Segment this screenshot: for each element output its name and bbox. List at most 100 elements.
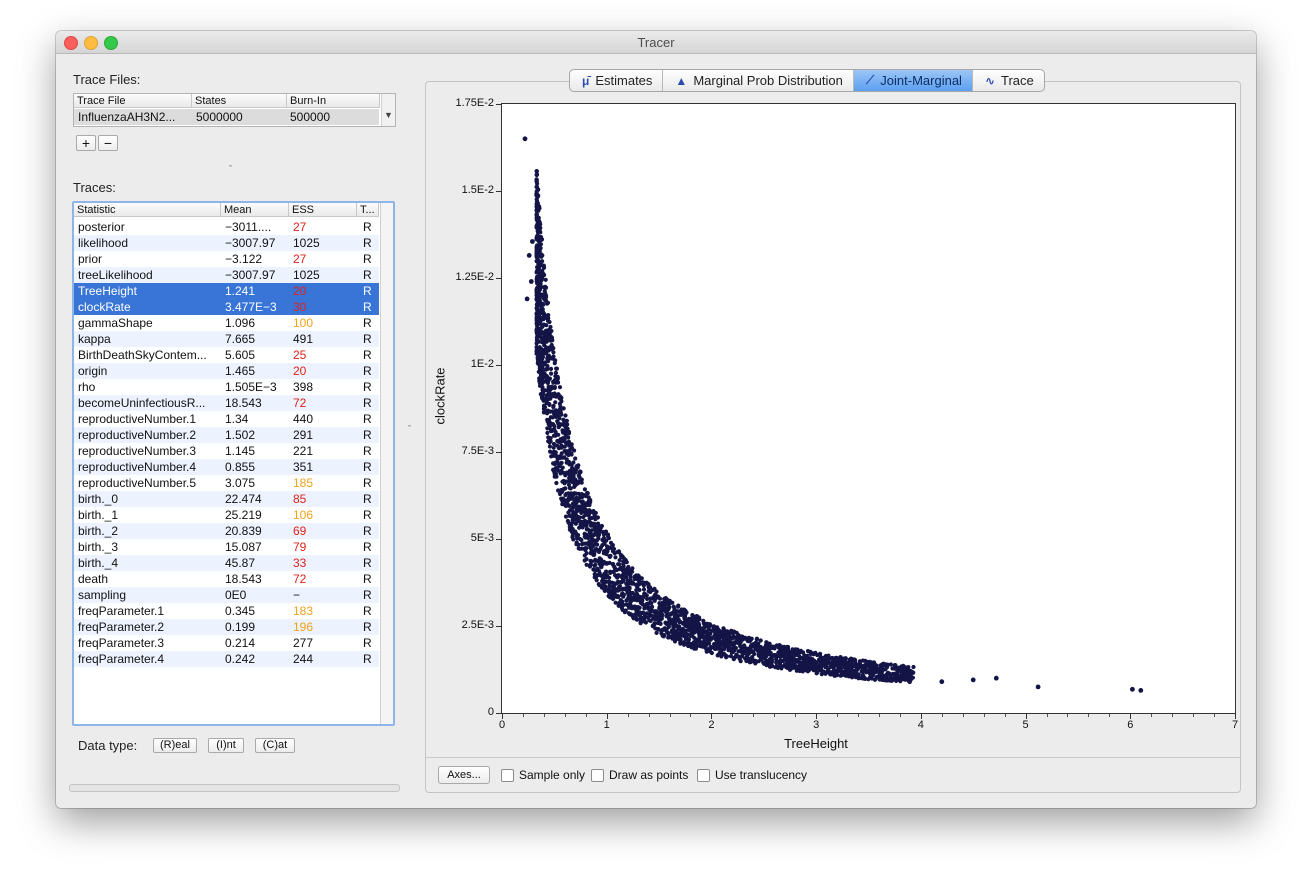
traces-scrollbar[interactable]	[380, 203, 393, 724]
scroll-down-arrow-icon[interactable]: ▼	[384, 110, 393, 120]
trace-row[interactable]: kappa 7.665 491 R	[74, 331, 379, 347]
data-point	[665, 607, 670, 612]
data-point	[585, 490, 590, 496]
trace-row[interactable]: reproductiveNumber.3 1.145 221 R	[74, 443, 379, 459]
int-type-button[interactable]: (I)nt	[208, 738, 244, 753]
trace-ess: 72	[293, 572, 307, 586]
trace-file-burnin[interactable]: 500000	[290, 110, 331, 124]
trace-row[interactable]: sampling 0E0 − R	[74, 587, 379, 603]
trace-row[interactable]: birth._0 22.474 85 R	[74, 491, 379, 507]
data-point	[589, 549, 594, 555]
data-point	[783, 662, 788, 667]
data-point	[540, 330, 545, 335]
trace-statistic: clockRate	[78, 300, 131, 314]
trace-row[interactable]: treeLikelihood −3007.97 1025 R	[74, 267, 379, 283]
trace-row[interactable]: becomeUninfectiousR... 18.543 72 R	[74, 395, 379, 411]
trace-row[interactable]: origin 1.465 20 R	[74, 363, 379, 379]
data-point	[545, 419, 550, 424]
data-point	[1035, 684, 1041, 690]
data-point	[573, 491, 579, 496]
data-point	[588, 520, 593, 525]
trace-files-scrollbar[interactable]: ▼	[381, 94, 395, 126]
data-point	[582, 487, 587, 492]
data-point	[578, 504, 583, 509]
trace-ess: 27	[293, 220, 307, 234]
data-point	[636, 605, 641, 610]
data-point	[610, 543, 615, 548]
trace-row[interactable]: reproductiveNumber.1 1.34 440 R	[74, 411, 379, 427]
trace-mean: 1.145	[225, 444, 256, 458]
sample-only-checkbox[interactable]: Sample only	[501, 768, 585, 782]
data-point	[662, 603, 667, 608]
data-point	[564, 451, 569, 456]
trace-row[interactable]: gammaShape 1.096 100 R	[74, 315, 379, 331]
x-tick-mark	[816, 714, 818, 719]
trace-row[interactable]: birth._2 20.839 69 R	[74, 523, 379, 539]
minimize-window-button[interactable]	[84, 36, 98, 50]
zoom-window-button[interactable]	[104, 36, 118, 50]
data-point	[554, 366, 559, 371]
splitter-collapse-icon[interactable]: ˆ	[229, 164, 232, 174]
trace-row[interactable]: TreeHeight 1.241 20 R	[74, 283, 379, 299]
tab-trace[interactable]: ∿ Trace	[973, 70, 1044, 91]
trace-type: R	[363, 252, 372, 266]
trace-row[interactable]: freqParameter.3 0.214 277 R	[74, 635, 379, 651]
horizontal-scrollbar[interactable]	[69, 784, 400, 792]
draw-as-points-checkbox[interactable]: Draw as points	[591, 768, 688, 782]
data-point	[637, 587, 642, 593]
use-translucency-box[interactable]	[697, 768, 710, 782]
data-point	[737, 637, 742, 642]
trace-row[interactable]: reproductiveNumber.5 3.075 185 R	[74, 475, 379, 491]
tab-estimates[interactable]: μ̄ Estimates	[570, 70, 664, 91]
data-point	[820, 660, 825, 665]
trace-row[interactable]: birth._4 45.87 33 R	[74, 555, 379, 571]
splitter-handle-icon[interactable]: ˆ	[408, 424, 411, 434]
data-point	[534, 279, 539, 284]
trace-mean: −3.122	[225, 252, 263, 266]
data-point	[892, 663, 897, 668]
trace-row[interactable]: prior −3.122 27 R	[74, 251, 379, 267]
trace-row[interactable]: rho 1.505E−3 398 R	[74, 379, 379, 395]
column-header-burn-in[interactable]: Burn-In	[287, 94, 380, 108]
data-point	[715, 636, 720, 642]
trace-mean: 1.096	[225, 316, 256, 330]
tab-joint-marginal[interactable]: ⟋ Joint-Marginal	[853, 70, 973, 91]
column-header-trace-file[interactable]: Trace File	[74, 94, 192, 108]
column-header-ess[interactable]: ESS	[289, 203, 357, 217]
remove-trace-file-button[interactable]: −	[98, 135, 118, 151]
trace-row[interactable]: birth._1 25.219 106 R	[74, 507, 379, 523]
data-point	[644, 611, 649, 616]
use-translucency-checkbox[interactable]: Use translucency	[697, 768, 807, 782]
trace-row[interactable]: freqParameter.1 0.345 183 R	[74, 603, 379, 619]
trace-row[interactable]: posterior −3011.... 27 R	[74, 219, 379, 235]
trace-row[interactable]: birth._3 15.087 79 R	[74, 539, 379, 555]
trace-row[interactable]: death 18.543 72 R	[74, 571, 379, 587]
data-point	[552, 385, 557, 390]
data-point	[715, 625, 720, 630]
data-point	[613, 600, 618, 605]
data-point	[557, 385, 563, 390]
trace-row[interactable]: reproductiveNumber.4 0.855 351 R	[74, 459, 379, 475]
close-window-button[interactable]	[64, 36, 78, 50]
tab-marginal-prob-distribution[interactable]: ▲ Marginal Prob Distribution	[663, 70, 854, 91]
column-header-statistic[interactable]: Statistic	[74, 203, 221, 217]
trace-row[interactable]: reproductiveNumber.2 1.502 291 R	[74, 427, 379, 443]
trace-row[interactable]: BirthDeathSkyContem... 5.605 25 R	[74, 347, 379, 363]
column-header-states[interactable]: States	[192, 94, 287, 108]
sample-only-box[interactable]	[501, 768, 514, 782]
add-trace-file-button[interactable]: +	[76, 135, 96, 151]
axes-button[interactable]: Axes...	[438, 766, 490, 784]
cat-type-button[interactable]: (C)at	[255, 738, 295, 753]
data-point	[686, 627, 692, 633]
trace-row[interactable]: likelihood −3007.97 1025 R	[74, 235, 379, 251]
real-type-button[interactable]: (R)eal	[153, 738, 197, 753]
trace-row[interactable]: freqParameter.4 0.242 244 R	[74, 651, 379, 667]
trace-row[interactable]: clockRate 3.477E−3 30 R	[74, 299, 379, 315]
column-header-mean[interactable]: Mean	[221, 203, 289, 217]
draw-as-points-box[interactable]	[591, 768, 604, 782]
tab-label: Trace	[1001, 73, 1034, 88]
trace-statistic: reproductiveNumber.5	[78, 476, 197, 490]
column-header-type[interactable]: T...	[357, 203, 379, 217]
trace-row[interactable]: freqParameter.2 0.199 196 R	[74, 619, 379, 635]
trace-file-row[interactable]: InfluenzaAH3N2... 5000000 500000	[74, 109, 379, 125]
